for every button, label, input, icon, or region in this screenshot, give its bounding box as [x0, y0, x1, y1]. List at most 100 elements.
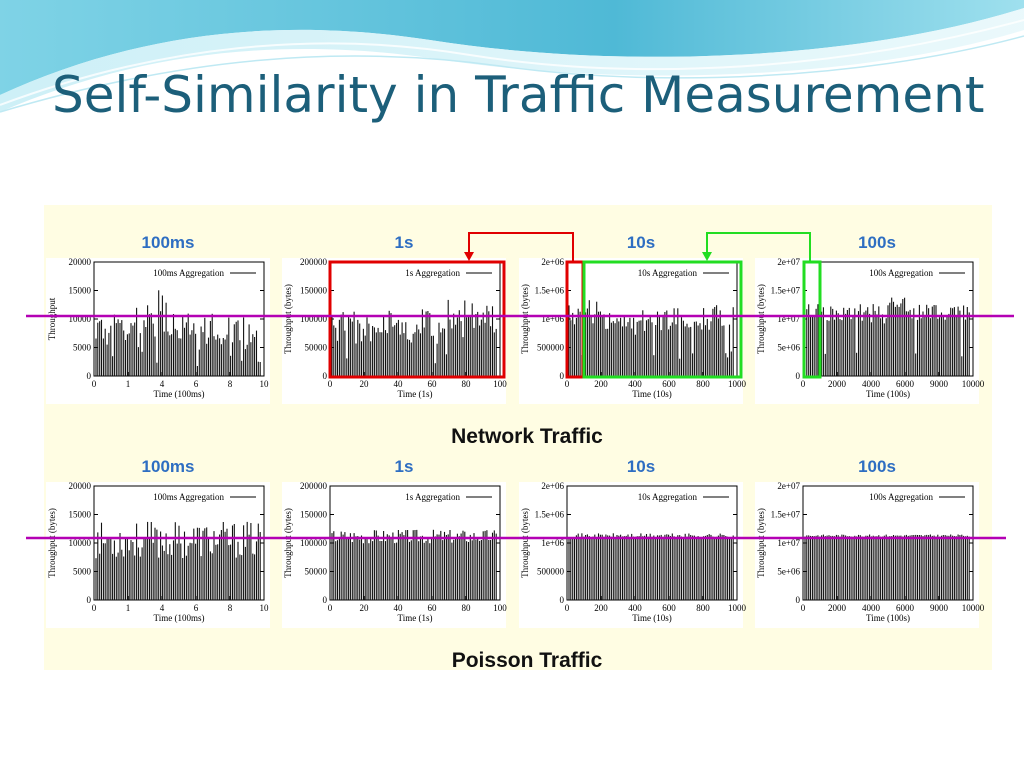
header-wave-decoration — [0, 0, 1024, 113]
x-tick-label: 10 — [260, 603, 270, 613]
legend-label: 100s Aggregation — [869, 492, 933, 502]
scale-label: 10s — [627, 457, 655, 476]
x-tick-label: 1 — [126, 379, 131, 389]
legend-label: 1s Aggregation — [405, 492, 460, 502]
x-axis-title: Time (10s) — [632, 613, 671, 623]
y-axis-title: Throughput — [47, 297, 57, 340]
y-axis-title: Throughput (bytes) — [283, 284, 293, 354]
x-tick-label: 800 — [696, 379, 710, 389]
y-tick-label: 0 — [560, 595, 565, 605]
y-tick-label: 0 — [87, 371, 92, 381]
y-tick-label: 10000 — [69, 538, 92, 548]
scale-label: 1s — [395, 457, 414, 476]
y-tick-label: 50000 — [305, 343, 328, 353]
x-tick-label: 6 — [194, 379, 199, 389]
x-tick-label: 10 — [260, 379, 270, 389]
y-tick-label: 1e+06 — [541, 538, 564, 548]
x-tick-label: 9000 — [930, 603, 949, 613]
y-tick-label: 1.5e+06 — [535, 510, 565, 520]
y-tick-label: 150000 — [300, 286, 328, 296]
x-tick-label: 0 — [565, 379, 570, 389]
x-tick-label: 0 — [565, 603, 570, 613]
chart-cell — [46, 258, 270, 404]
x-tick-label: 1000 — [728, 603, 747, 613]
x-tick-label: 9000 — [930, 379, 949, 389]
x-tick-label: 8 — [228, 603, 233, 613]
x-tick-label: 80 — [462, 603, 472, 613]
x-tick-label: 1000 — [728, 379, 747, 389]
x-tick-label: 200 — [594, 603, 608, 613]
y-tick-label: 200000 — [300, 481, 328, 491]
y-tick-label: 100000 — [300, 314, 328, 324]
y-tick-label: 100000 — [300, 538, 328, 548]
y-axis-title: Throughput (bytes) — [756, 508, 766, 578]
legend-label: 10s Aggregation — [638, 268, 698, 278]
legend-label: 100ms Aggregation — [153, 268, 224, 278]
legend-label: 100ms Aggregation — [153, 492, 224, 502]
y-tick-label: 5000 — [73, 567, 92, 577]
x-axis-title: Time (100ms) — [154, 389, 205, 399]
x-tick-label: 600 — [662, 379, 676, 389]
zoom-connector-1s — [468, 232, 574, 262]
x-tick-label: 0 — [92, 603, 97, 613]
x-tick-label: 400 — [628, 603, 642, 613]
y-tick-label: 2e+07 — [777, 481, 800, 491]
x-tick-label: 80 — [462, 379, 472, 389]
x-tick-label: 0 — [328, 379, 333, 389]
y-tick-label: 1e+06 — [541, 314, 564, 324]
x-tick-label: 200 — [594, 379, 608, 389]
zoom-arrowhead-10s — [702, 252, 712, 261]
x-tick-label: 20 — [360, 603, 370, 613]
zoom-arrowhead-1s — [464, 252, 474, 261]
x-tick-label: 800 — [696, 603, 710, 613]
y-tick-label: 10000 — [69, 314, 92, 324]
group-label: Poisson Traffic — [452, 649, 603, 672]
legend-label: 1s Aggregation — [405, 268, 460, 278]
scale-label: 10s — [627, 233, 655, 252]
x-axis-title: Time (1s) — [398, 389, 433, 399]
y-tick-label: 5000 — [73, 343, 92, 353]
y-tick-label: 0 — [323, 371, 328, 381]
y-tick-label: 1e+07 — [777, 538, 800, 548]
x-tick-label: 8 — [228, 379, 233, 389]
y-axis-title: Throughput (bytes) — [756, 284, 766, 354]
y-axis-title: Throughput (bytes) — [283, 508, 293, 578]
x-tick-label: 6000 — [896, 603, 915, 613]
y-tick-label: 1.5e+06 — [535, 286, 565, 296]
y-axis-title: Throughput (bytes) — [47, 508, 57, 578]
y-tick-label: 50000 — [305, 567, 328, 577]
zoom-box-10s-origin — [802, 260, 822, 379]
slide-title: Self-Similarity in Traffic Measurement — [52, 66, 985, 124]
x-tick-label: 400 — [628, 379, 642, 389]
y-tick-label: 15000 — [69, 510, 92, 520]
y-tick-label: 0 — [560, 371, 565, 381]
x-tick-label: 100 — [493, 603, 507, 613]
x-tick-label: 0 — [801, 379, 806, 389]
y-tick-label: 0 — [87, 595, 92, 605]
x-tick-label: 6000 — [896, 379, 915, 389]
y-tick-label: 20000 — [69, 481, 92, 491]
scale-label: 100s — [858, 233, 896, 252]
legend-label: 10s Aggregation — [638, 492, 698, 502]
x-axis-title: Time (10s) — [632, 389, 671, 399]
x-tick-label: 1 — [126, 603, 131, 613]
y-tick-label: 0 — [796, 595, 801, 605]
x-tick-label: 100 — [493, 379, 507, 389]
x-tick-label: 40 — [394, 603, 404, 613]
legend-label: 100s Aggregation — [869, 268, 933, 278]
y-tick-label: 2e+06 — [541, 481, 564, 491]
x-tick-label: 60 — [428, 603, 438, 613]
y-tick-label: 20000 — [69, 257, 92, 267]
x-tick-label: 60 — [428, 379, 438, 389]
zoom-box-10s-span — [582, 260, 743, 379]
y-axis-title: Throughput (bytes) — [520, 508, 530, 578]
y-tick-label: 500000 — [537, 343, 565, 353]
x-tick-label: 0 — [328, 603, 333, 613]
x-axis-title: Time (100ms) — [154, 613, 205, 623]
x-axis-title: Time (100s) — [866, 613, 910, 623]
y-tick-label: 0 — [323, 595, 328, 605]
y-tick-label: 1.5e+07 — [771, 510, 801, 520]
y-tick-label: 0 — [796, 371, 801, 381]
